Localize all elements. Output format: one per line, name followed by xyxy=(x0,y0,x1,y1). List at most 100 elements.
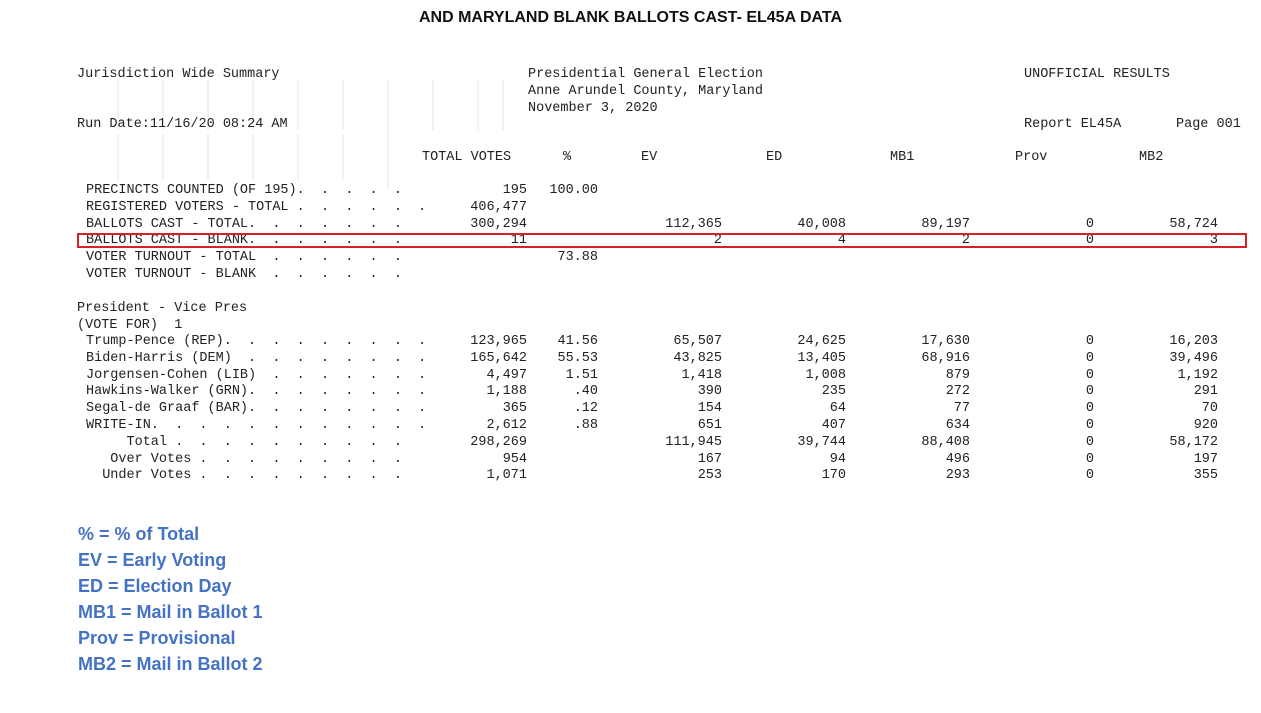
legend-item-mb1: MB1 = Mail in Ballot 1 xyxy=(78,602,263,622)
candidate-cell-mb2: 355 xyxy=(1193,468,1218,484)
candidate-cell-mb2: 70 xyxy=(1201,401,1218,417)
summary-row-label: VOTER TURNOUT - TOTAL . . . . . . xyxy=(86,250,402,266)
county-name: Anne Arundel County, Maryland xyxy=(528,84,763,99)
election-name: Presidential General Election xyxy=(528,67,763,82)
candidate-cell-percent: 41.56 xyxy=(557,334,598,349)
summary-row-label: BALLOTS CAST - TOTAL. . . . . . . xyxy=(86,216,402,232)
col-header-mb2: MB2 xyxy=(1139,150,1164,165)
report-id: Report EL45A xyxy=(1024,117,1122,132)
summary-row: BALLOTS CAST - TOTAL. . . . . . . 300,294… xyxy=(0,217,1261,234)
candidate-cell-mb2: 197 xyxy=(1193,451,1218,467)
candidate-cell-ev: 65,507 xyxy=(673,334,722,349)
candidate-cell-ed: 39,744 xyxy=(797,434,846,450)
summary-row: REGISTERED VOTERS - TOTAL . . . . . . 406… xyxy=(0,200,1261,217)
candidate-cell-mb1: 68,916 xyxy=(921,350,970,366)
candidate-cell-prov: 0 xyxy=(1085,434,1094,450)
summary-row: VOTER TURNOUT - BLANK . . . . . . xyxy=(0,267,1261,284)
summary-cell-ed: 4 xyxy=(837,233,846,249)
candidate-row: Trump-Pence (REP). . . . . . . . . 123,96… xyxy=(0,334,1261,351)
col-header-total-votes: TOTAL VOTES xyxy=(422,150,512,165)
candidate-row-label: Biden-Harris (DEM) . . . . . . . . xyxy=(86,350,427,366)
candidate-row: Over Votes . . . . . . . . . 954 167 94 496 0… xyxy=(0,452,1261,469)
candidate-row-label: WRITE-IN. . . . . . . . . . . . xyxy=(86,418,427,433)
summary-row-label: PRECINCTS COUNTED (OF 195). . . . . xyxy=(86,183,402,198)
legend-item-percent: % = % of Total xyxy=(78,524,200,544)
summary-cell-mb1: 89,197 xyxy=(921,216,970,232)
candidate-cell-mb2: 920 xyxy=(1193,418,1218,433)
summary-cell-percent: 73.88 xyxy=(557,250,598,266)
candidate-cell-percent: .40 xyxy=(573,384,598,400)
summary-row-label: VOTER TURNOUT - BLANK . . . . . . xyxy=(86,267,402,282)
summary-row: VOTER TURNOUT - TOTAL . . . . . . 73.88 xyxy=(0,250,1261,267)
candidate-row-label: Trump-Pence (REP). . . . . . . . . xyxy=(86,334,427,349)
candidate-cell-ed: 407 xyxy=(821,418,846,433)
summary-cell-mb1: 2 xyxy=(961,233,970,249)
page-title: AND MARYLAND BLANK BALLOTS CAST- EL45A D… xyxy=(418,9,843,26)
candidate-cell-ed: 24,625 xyxy=(797,334,846,349)
candidate-row: Segal-de Graaf (BAR). . . . . . . . 365 .1… xyxy=(0,401,1261,418)
summary-cell-total: 300,294 xyxy=(470,216,527,232)
candidate-row-label: Hawkins-Walker (GRN). . . . . . . . xyxy=(86,384,427,400)
summary-row-label: REGISTERED VOTERS - TOTAL . . . . . . xyxy=(86,199,427,215)
summary-cell-total: 406,477 xyxy=(470,199,527,215)
candidate-cell-total: 1,071 xyxy=(486,468,527,484)
summary-cell-prov: 0 xyxy=(1085,233,1094,249)
candidate-cell-total: 298,269 xyxy=(470,434,527,450)
blank-ballots-highlight xyxy=(77,233,1247,248)
candidate-cell-mb1: 293 xyxy=(945,468,970,484)
page-number: Page 001 xyxy=(1176,117,1241,132)
candidate-cell-mb2: 39,496 xyxy=(1169,350,1218,366)
candidate-cell-total: 123,965 xyxy=(470,334,527,349)
candidate-cell-ev: 390 xyxy=(697,384,722,400)
candidate-cell-percent: 1.51 xyxy=(565,367,598,383)
col-header-ed: ED xyxy=(766,150,783,165)
candidate-cell-prov: 0 xyxy=(1085,384,1094,400)
legend-item-ev: EV = Early Voting xyxy=(78,550,227,570)
candidate-row: Total . . . . . . . . . . 298,269 111,945 3… xyxy=(0,435,1261,452)
candidate-row: WRITE-IN. . . . . . . . . . . . 2,612 .88 6… xyxy=(0,418,1261,435)
candidate-cell-ed: 235 xyxy=(821,384,846,400)
candidate-cell-prov: 0 xyxy=(1085,418,1094,433)
candidate-cell-percent: .88 xyxy=(573,418,598,433)
contest-vote-for: (VOTE FOR) 1 xyxy=(77,318,183,333)
candidate-cell-prov: 0 xyxy=(1085,334,1094,349)
summary-cell-total: 195 xyxy=(502,183,527,198)
candidate-cell-total: 954 xyxy=(502,451,527,467)
candidate-row: Biden-Harris (DEM) . . . . . . . . 165,64… xyxy=(0,351,1261,368)
summary-row-label: BALLOTS CAST - BLANK. . . . . . . xyxy=(86,233,402,249)
candidate-cell-mb2: 16,203 xyxy=(1169,334,1218,349)
candidate-row-label: Total . . . . . . . . . . xyxy=(86,434,402,450)
candidate-row-label: Segal-de Graaf (BAR). . . . . . . . xyxy=(86,401,427,417)
report-scope: Jurisdiction Wide Summary xyxy=(77,67,280,82)
summary-cell-ed: 40,008 xyxy=(797,216,846,232)
summary-row: PRECINCTS COUNTED (OF 195). . . . . 195 10… xyxy=(0,183,1261,200)
legend-item-ed: ED = Election Day xyxy=(78,576,232,596)
candidate-cell-mb2: 1,192 xyxy=(1177,367,1218,383)
candidate-cell-total: 165,642 xyxy=(470,350,527,366)
candidate-row-label: Under Votes . . . . . . . . . xyxy=(86,468,402,484)
candidate-cell-mb2: 291 xyxy=(1193,384,1218,400)
legend-item-mb2: MB2 = Mail in Ballot 2 xyxy=(78,654,263,674)
candidate-cell-ev: 111,945 xyxy=(665,434,722,450)
candidate-cell-ev: 1,418 xyxy=(681,367,722,383)
candidate-cell-mb2: 58,172 xyxy=(1169,434,1218,450)
candidate-cell-ev: 651 xyxy=(697,418,722,433)
summary-cell-prov: 0 xyxy=(1085,216,1094,232)
candidate-row-label: Over Votes . . . . . . . . . xyxy=(86,451,402,467)
candidate-cell-mb1: 77 xyxy=(953,401,970,417)
candidate-cell-percent: .12 xyxy=(573,401,598,417)
summary-cell-mb2: 3 xyxy=(1209,233,1218,249)
col-header-prov: Prov xyxy=(1015,150,1048,165)
candidate-cell-ev: 43,825 xyxy=(673,350,722,366)
candidate-cell-ed: 94 xyxy=(829,451,846,467)
legend-item-prov: Prov = Provisional xyxy=(78,628,236,648)
contest-title: President - Vice Pres xyxy=(77,301,248,316)
candidate-row-label: Jorgensen-Cohen (LIB) . . . . . . . xyxy=(86,367,427,383)
candidate-cell-ed: 13,405 xyxy=(797,350,846,366)
candidate-cell-mb1: 88,408 xyxy=(921,434,970,450)
candidate-cell-prov: 0 xyxy=(1085,468,1094,484)
candidate-row: Jorgensen-Cohen (LIB) . . . . . . . 4,497… xyxy=(0,368,1261,385)
candidate-cell-prov: 0 xyxy=(1085,367,1094,383)
results-status: UNOFFICIAL RESULTS xyxy=(1024,67,1170,82)
summary-cell-mb2: 58,724 xyxy=(1169,216,1218,232)
